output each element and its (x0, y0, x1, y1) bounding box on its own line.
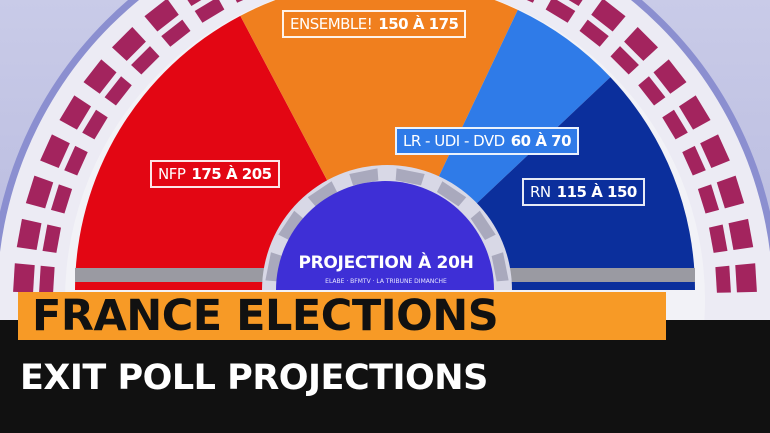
podium-seat (395, 168, 425, 186)
seat-block (700, 134, 730, 169)
seat-block (25, 175, 54, 209)
seat-block (83, 59, 117, 94)
podium-seat (307, 181, 338, 207)
seat-block (187, 0, 202, 7)
segment-label-ensemble: ENSEMBLE! 150 À 175 (282, 10, 467, 38)
seat-block (638, 76, 666, 106)
seat-block (568, 0, 583, 7)
seat-block (545, 0, 576, 23)
seat-block (579, 19, 609, 47)
podium-seat (491, 252, 509, 282)
seat-block (82, 109, 108, 140)
projection-source: ELABE · BFMTV · LA TRIBUNE DIMANCHE (325, 278, 447, 285)
seat-block (678, 95, 711, 130)
seat-block (235, 0, 244, 3)
seat-block (39, 265, 55, 293)
podium-seat (278, 210, 304, 241)
hemicycle-graphic: NFP 175 À 205 ENSEMBLE! 150 À 175 LR - UDI… (0, 0, 770, 320)
podium-seat (349, 168, 379, 186)
podium-seat (470, 210, 496, 241)
projection-title: PROJECTION À 20H (298, 253, 474, 273)
seat-block (111, 26, 146, 61)
seat-blocks (13, 0, 757, 293)
seat-block (64, 145, 88, 176)
segment-label-nfp: NFP 175 À 205 (150, 160, 280, 188)
seat-block (709, 224, 728, 253)
podium (276, 181, 494, 290)
hemicycle-chart (0, 0, 770, 320)
seat-block (716, 175, 745, 209)
seat-block (697, 184, 720, 214)
seat-block (13, 263, 35, 293)
seat-block (624, 26, 659, 61)
seat-block (715, 265, 731, 293)
podium-seats (265, 168, 509, 282)
headline-banner (18, 292, 666, 340)
headline-subtitle: EXIT POLL PROJECTIONS (20, 358, 488, 398)
seat-block (40, 134, 70, 169)
segment-label-rn: RN 115 À 150 (522, 178, 645, 206)
wedge-ensemble- (240, 0, 518, 290)
seat-block (526, 0, 535, 3)
seat-block (591, 0, 626, 32)
seat-block (144, 0, 179, 32)
seat-block (194, 0, 225, 23)
seat-block (42, 224, 61, 253)
seat-block (161, 19, 191, 47)
seat-block (131, 46, 160, 75)
seat-block (16, 218, 42, 250)
seat-block (104, 76, 132, 106)
podium-seat (436, 181, 467, 207)
seat-block (728, 218, 754, 250)
seat-block (682, 145, 706, 176)
seat-block (653, 59, 687, 94)
seat-block (50, 184, 73, 214)
seat-block (662, 109, 688, 140)
seat-block (610, 46, 639, 75)
seat-block (735, 263, 757, 293)
seat-block (59, 95, 92, 130)
headline-title: FRANCE ELECTIONS (32, 291, 499, 341)
segment-label-lr: LR - UDI - DVD 60 À 70 (395, 127, 580, 155)
